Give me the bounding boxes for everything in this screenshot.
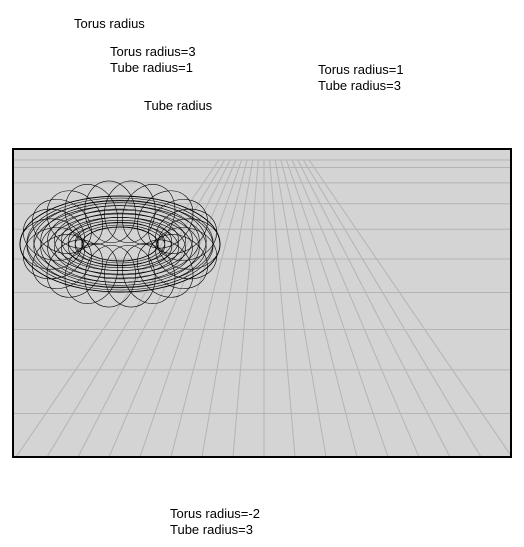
label-text: Torus radius=-2 [170,506,260,521]
label-left-torus-params: Torus radius=3 Tube radius=1 [110,44,196,77]
label-bottom-torus-params: Torus radius=-2 Tube radius=3 [170,506,260,539]
label-text: Torus radius=3 [110,44,196,59]
label-text: Tube radius=3 [318,78,401,93]
label-tube-radius: Tube radius [144,98,212,114]
label-torus-radius: Torus radius [74,16,145,32]
grid-and-geometry [14,150,512,458]
viewport-3d [12,148,512,458]
label-text: Tube radius=1 [110,60,193,75]
label-text: Tube radius=3 [170,522,253,537]
label-right-torus-params: Torus radius=1 Tube radius=3 [318,62,404,95]
label-text: Torus radius=1 [318,62,404,77]
